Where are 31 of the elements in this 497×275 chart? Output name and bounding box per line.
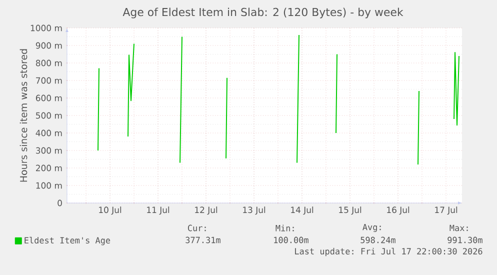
y-tick-label: 100 m xyxy=(36,182,62,189)
x-tick-label: 16 Jul xyxy=(387,206,410,215)
text: 377.31m xyxy=(186,236,220,244)
text: 598.24m xyxy=(360,236,396,244)
y-tick-label: 700 m xyxy=(36,77,62,84)
text: 991.30m xyxy=(448,236,482,244)
x-tick-label: 17 Jul xyxy=(435,206,458,215)
x-tick-label: 15 Jul xyxy=(339,206,362,215)
y-axis-title: Hours since item was stored xyxy=(20,49,28,182)
text: Min: xyxy=(276,224,294,232)
y-tick-label: 200 m xyxy=(36,164,62,172)
text: Cur: xyxy=(188,224,206,232)
x-tick-label: 11 Jul xyxy=(147,206,170,215)
x-tick-label: 10 Jul xyxy=(99,206,122,215)
text: 100.00m xyxy=(274,236,308,244)
text: Last update: Fri Jul 17 22:00:30 2026 xyxy=(295,248,482,256)
legend-label: Eldest Item's Age xyxy=(24,236,110,246)
x-tick-label: 14 Jul xyxy=(291,206,314,215)
y-tick-label: 800 m xyxy=(36,60,62,66)
text: Max: xyxy=(450,224,468,232)
y-tick-label: 1000 m xyxy=(30,24,62,32)
y-tick-label: 0 xyxy=(58,200,62,206)
text: Avg: xyxy=(362,224,381,232)
y-tick-label: 900 m xyxy=(36,42,62,49)
y-tick-label: 500 m xyxy=(36,112,62,119)
y-tick-label: 400 m xyxy=(36,130,62,136)
x-tick-label: 13 Jul xyxy=(243,206,266,215)
y-tick-label: 600 m xyxy=(36,94,62,102)
y-tick-label: 300 m xyxy=(36,147,62,154)
x-tick-label: 12 Jul xyxy=(195,206,218,215)
chart-title: Age of Eldest Item in Slab: 2 (120 Bytes) - by week xyxy=(122,8,404,18)
